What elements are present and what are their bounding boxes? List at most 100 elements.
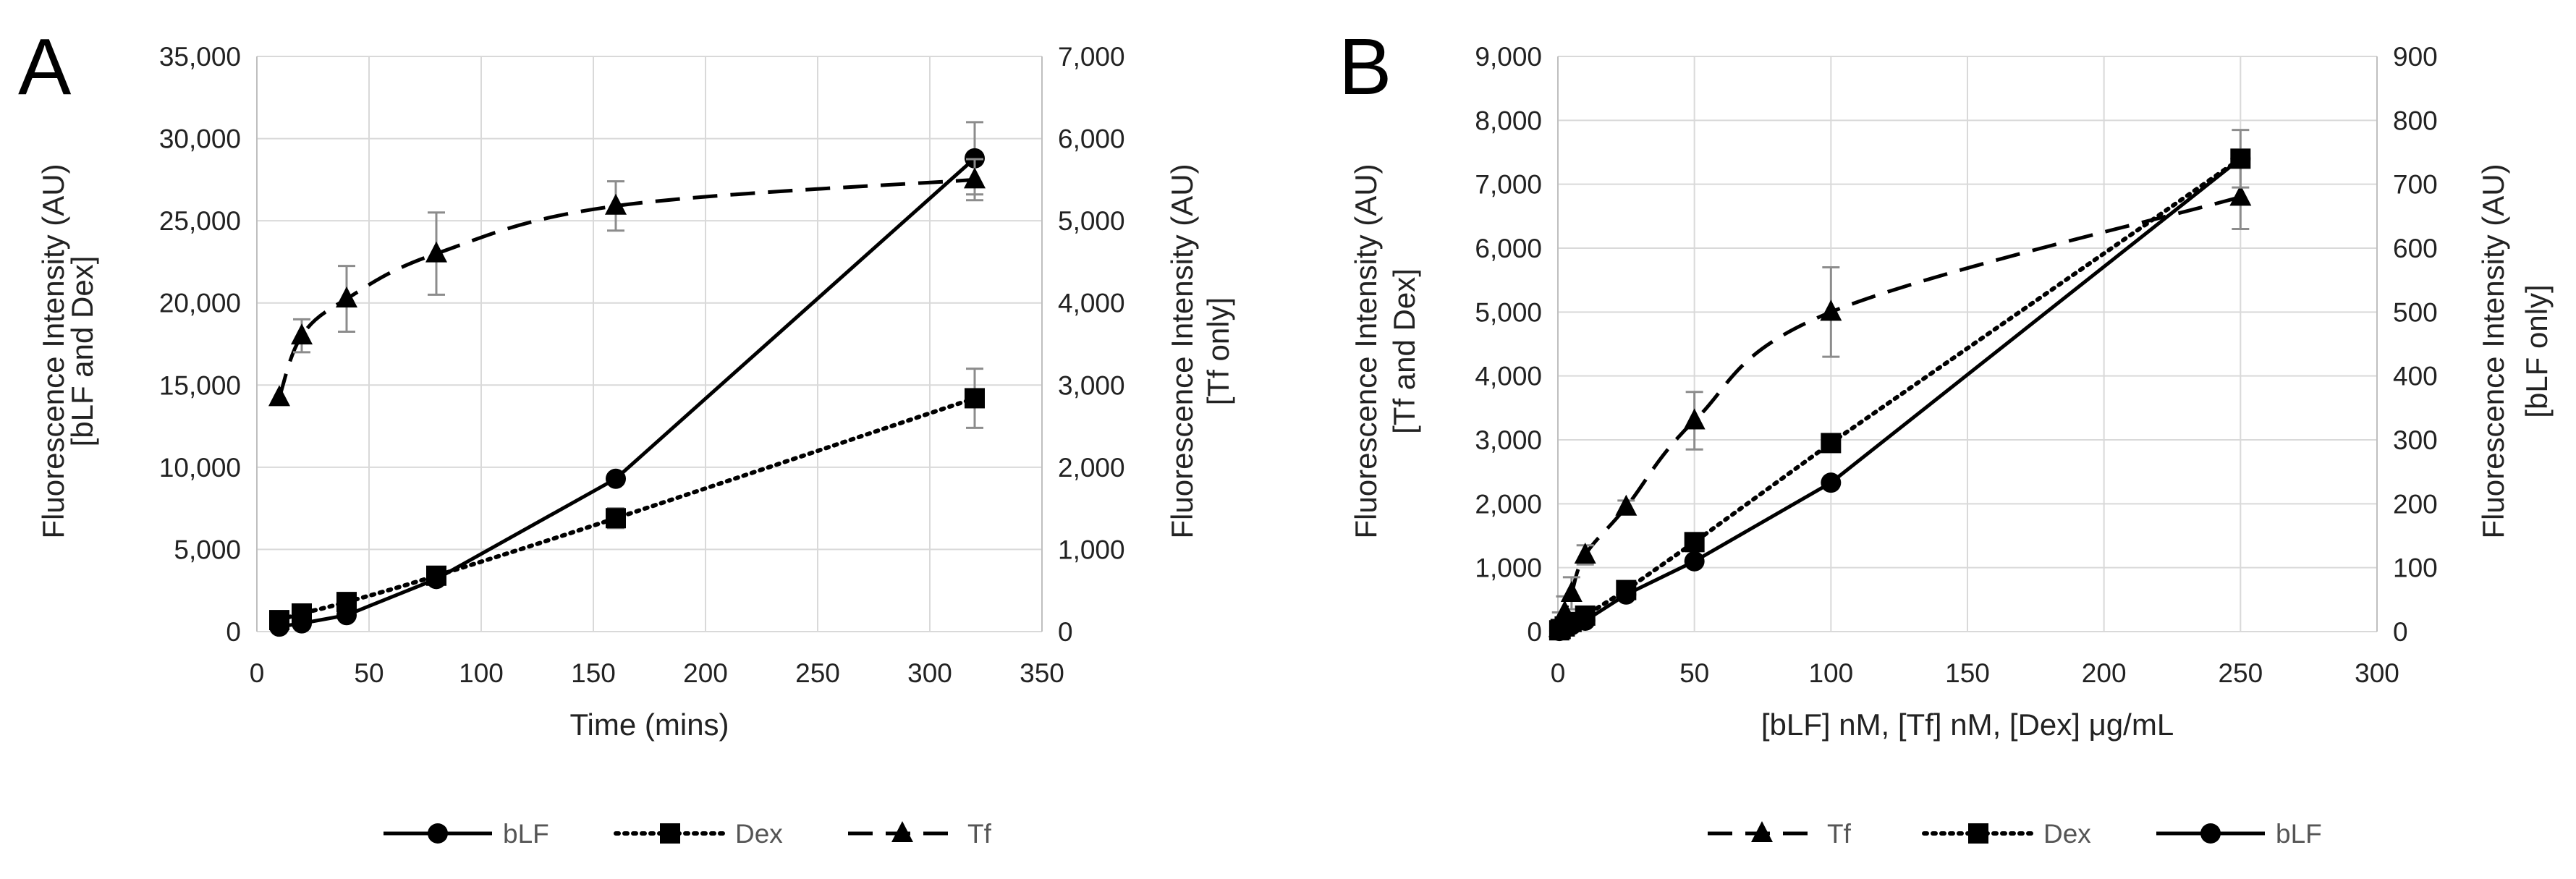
y-right-tick-label: 100 [2393,553,2438,583]
x-tick-label: 300 [907,658,952,688]
x-tick-label: 0 [1551,658,1566,688]
chart-panel-A: A 0 5,000 10,000 15,000 20,000 25,000 30,000 35,… [18,22,1235,849]
series-line-Tf [277,177,975,399]
data-point-Dex [1684,532,1705,553]
y-left-tick-label: 8,000 [1475,106,1542,135]
data-point-Tf [2229,184,2252,206]
legend-marker-Tf [891,821,913,842]
y-right-tick-label: 5,000 [1058,206,1125,236]
series-bLF [269,121,985,637]
y-left-tick-label: 5,000 [174,535,241,564]
y-left-axis-title: Fluorescence Intensity (AU) [1349,164,1383,538]
data-point-Dex [606,508,626,529]
y-right-tick-label: 1,000 [1058,535,1125,564]
y-right-tick-label: 0 [1058,617,1073,647]
x-tick-label: 50 [1679,658,1709,688]
y-left-tick-label: 35,000 [159,42,241,72]
x-tick-label: 300 [2355,658,2399,688]
data-point-Tf [1615,494,1637,516]
data-point-Tf [964,167,986,189]
data-point-Tf [605,193,627,215]
series-Tf [268,158,986,407]
legend-marker-Tf [1751,821,1773,842]
data-point-bLF [1575,610,1596,631]
data-point-bLF [606,468,626,489]
y-right-axis-title: Fluorescence Intensity (AU) [2476,164,2510,538]
series-line-bLF [279,156,976,629]
x-tick-label: 250 [795,658,840,688]
y-right-axis-title: [bLF only] [2520,284,2554,417]
data-point-Tf [1820,300,1842,321]
series-Dex [1548,148,2251,641]
y-right-tick-label: 7,000 [1058,42,1125,72]
y-right-tick-label: 3,000 [1058,370,1125,400]
y-left-tick-label: 5,000 [1475,297,1542,327]
y-right-tick-label: 600 [2393,234,2438,263]
x-tick-label: 350 [1020,658,1064,688]
y-right-tick-label: 2,000 [1058,453,1125,483]
legend-marker-Dex [660,823,680,844]
y-right-axis-title: [Tf only] [1201,297,1235,405]
series-Tf [1548,164,2252,637]
y-left-tick-label: 25,000 [159,206,241,236]
x-tick-label: 250 [2218,658,2263,688]
y-left-tick-label: 7,000 [1475,170,1542,200]
y-right-tick-label: 700 [2393,170,2438,200]
legend-label-Tf: Tf [967,819,992,849]
panel-letter: A [18,22,72,111]
chart-panel-B: B 0 1,000 2,000 3,000 4,000 5,000 6,000 7,000 8,0… [1339,22,2554,849]
legend-marker-Dex [1968,823,1988,844]
y-right-tick-label: 900 [2393,42,2438,72]
y-right-tick-label: 500 [2393,297,2438,327]
data-point-bLF [2230,148,2251,169]
data-point-Dex [336,592,357,613]
y-right-tick-label: 300 [2393,425,2438,455]
y-right-tick-label: 4,000 [1058,289,1125,318]
data-point-Tf [291,323,313,345]
data-point-Tf [1683,408,1706,430]
y-left-tick-label: 0 [1527,617,1542,647]
y-left-tick-label: 10,000 [159,453,241,483]
data-point-Dex [292,603,312,624]
y-left-tick-label: 20,000 [159,289,241,318]
data-point-bLF [1821,472,1842,493]
y-left-axis-title: Fluorescence Intensity (AU) [36,164,70,538]
legend-marker-bLF [2200,823,2221,844]
data-point-Tf [425,241,447,263]
y-left-tick-label: 2,000 [1475,489,1542,519]
data-point-Dex [269,610,289,631]
y-right-axis-title: Fluorescence Intensity (AU) [1165,164,1199,538]
x-tick-label: 200 [2082,658,2127,688]
y-left-tick-label: 15,000 [159,370,241,400]
data-point-bLF [1616,584,1637,605]
series-line-Dex [1556,156,2243,633]
y-right-tick-label: 6,000 [1058,124,1125,154]
series-Dex [269,368,985,631]
data-point-Tf [336,286,357,308]
legend-label-Dex: Dex [2043,819,2091,849]
y-left-tick-label: 0 [226,617,241,647]
x-axis-title: Time (mins) [569,708,729,742]
y-right-tick-label: 800 [2393,106,2438,135]
legend-label-Dex: Dex [735,819,783,849]
x-tick-label: 0 [250,658,265,688]
x-tick-label: 100 [459,658,504,688]
data-point-Dex [965,388,985,409]
x-tick-label: 50 [354,658,384,688]
legend: Tf Dex bLF [1708,819,2322,849]
data-point-bLF [1684,551,1705,572]
data-point-Dex [1821,433,1842,454]
y-left-axis-title: [Tf and Dex] [1387,268,1421,434]
data-point-Dex [426,565,446,586]
x-axis-title: [bLF] nM, [Tf] nM, [Dex] μg/mL [1761,708,2174,742]
legend-label-bLF: bLF [503,819,549,849]
y-right-tick-label: 200 [2393,489,2438,519]
y-left-tick-label: 1,000 [1475,553,1542,583]
x-tick-label: 150 [1945,658,1990,688]
data-point-Tf [1560,581,1583,602]
y-left-tick-label: 6,000 [1475,234,1542,263]
legend-label-Tf: Tf [1827,819,1852,849]
y-left-tick-label: 9,000 [1475,42,1542,72]
legend: bLF Dex Tf [384,819,992,849]
